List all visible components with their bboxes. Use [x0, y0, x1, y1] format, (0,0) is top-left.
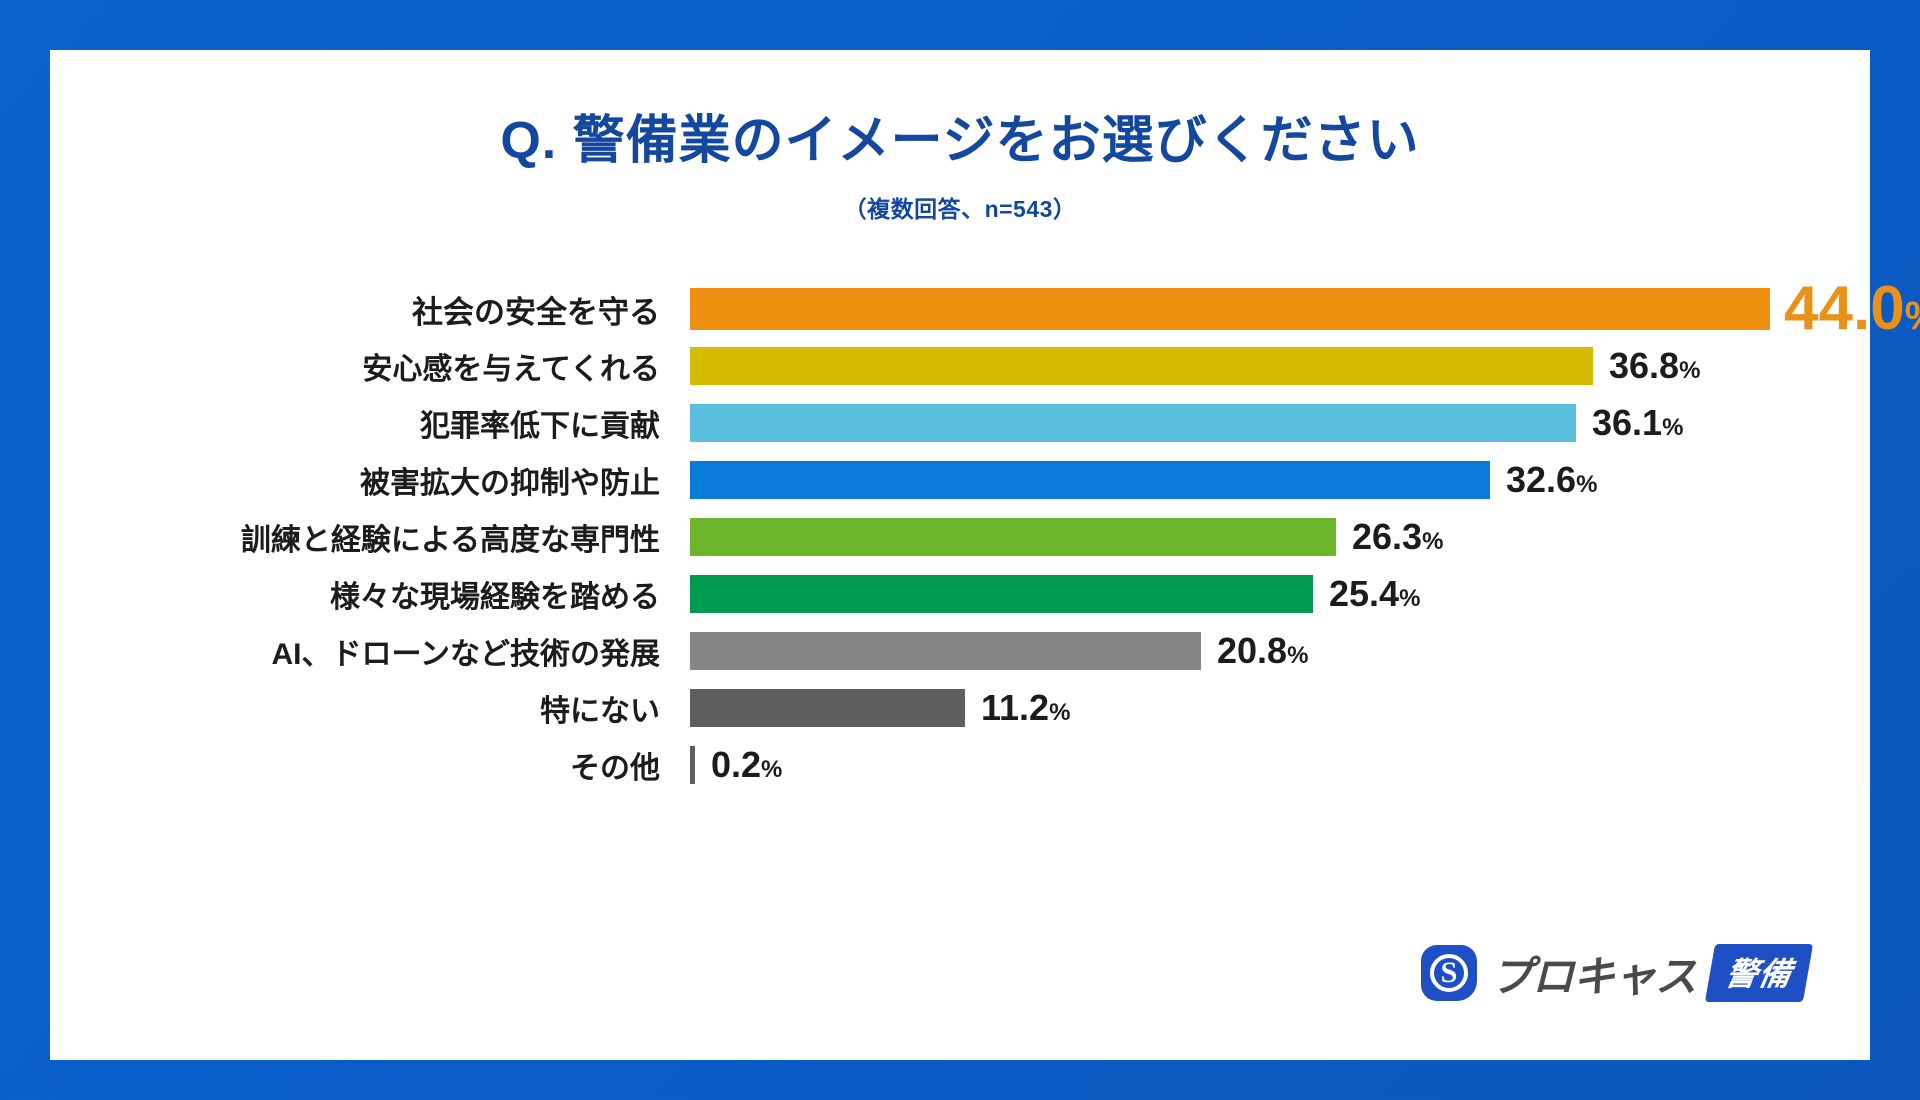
logo-category-badge: 警備	[1704, 944, 1814, 1002]
percent-sign: %	[1905, 294, 1920, 338]
bar-value-label: 36.1%	[1576, 405, 1683, 441]
bar-value-label: 44.0%	[1770, 278, 1920, 340]
slide-panel: Q. 警備業のイメージをお選びください （複数回答、n=543） 社会の安全を守…	[50, 50, 1920, 1060]
bar-row: その他 0.2%	[130, 738, 1790, 792]
bar-row: 様々な現場経験を踏める 25.4%	[130, 567, 1790, 621]
bar	[690, 746, 695, 784]
bar-row: 社会の安全を守る 44.0%	[130, 278, 1920, 340]
bar-row: 訓練と経験による高度な専門性 26.3%	[130, 510, 1790, 564]
logo-brand-name: プロキャス	[1490, 952, 1697, 1000]
bar	[690, 404, 1576, 442]
percent-sign: %	[1399, 585, 1420, 612]
bar-value-label: 20.8%	[1201, 633, 1308, 669]
bar-value-number: 26.3	[1352, 516, 1423, 557]
brand-logo: S プロキャス 警備	[1420, 942, 1814, 1004]
percent-sign: %	[1287, 642, 1308, 669]
bar	[690, 347, 1593, 385]
procas-logo-icon: S	[1420, 945, 1477, 1001]
bar-value-number: 44.0	[1784, 274, 1905, 343]
chart-subtitle: （複数回答、n=543）	[843, 196, 1077, 222]
bar-row: 安心感を与えてくれる 36.8%	[130, 339, 1790, 393]
bar-category-label: 被害拡大の抑制や防止	[360, 467, 660, 500]
bar-value-label: 11.2%	[965, 690, 1070, 726]
bar-track: 44.0%	[690, 278, 1920, 340]
bar-category-label: 社会の安全を守る	[412, 294, 660, 330]
bar-value-label: 0.2%	[695, 747, 782, 783]
percent-sign: %	[1049, 699, 1070, 726]
bar-track: 11.2%	[690, 681, 1790, 735]
bar-value-label: 26.3%	[1336, 519, 1443, 555]
bar-category-label: その他	[570, 752, 660, 785]
bar-category-label: 特にない	[540, 695, 660, 728]
bar-category-label: 安心感を与えてくれる	[362, 353, 660, 386]
horizontal-bar-chart: 社会の安全を守る 44.0% 安心感を与えてくれる 36.8% 犯罪率低下に貢献 36.1…	[130, 278, 1920, 795]
bar-track: 36.8%	[690, 339, 1790, 393]
percent-sign: %	[1422, 528, 1443, 555]
bar-value-number: 25.4	[1329, 573, 1400, 614]
bar	[690, 461, 1490, 499]
percent-sign: %	[761, 756, 782, 783]
bar-category-label: 犯罪率低下に貢献	[420, 410, 660, 443]
bar-value-number: 20.8	[1217, 630, 1288, 671]
percent-sign: %	[1679, 357, 1700, 384]
bar	[690, 288, 1770, 330]
bar-value-label: 32.6%	[1490, 462, 1597, 498]
bar-category-label: 訓練と経験による高度な専門性	[240, 524, 660, 557]
bar-value-number: 36.8	[1609, 345, 1680, 386]
percent-sign: %	[1576, 471, 1597, 498]
bar-value-number: 11.2	[981, 687, 1050, 728]
bar-row: 犯罪率低下に貢献 36.1%	[130, 396, 1790, 450]
bar	[690, 689, 965, 727]
bar-value-number: 0.2	[711, 744, 762, 785]
bar-value-label: 25.4%	[1313, 576, 1420, 612]
percent-sign: %	[1662, 414, 1683, 441]
page-title: Q. 警備業のイメージをお選びください	[500, 112, 1420, 170]
bar-track: 25.4%	[690, 567, 1790, 621]
bar-category-label: AI、ドローンなど技術の発展	[271, 638, 661, 671]
logo-ring-shape	[1429, 954, 1468, 992]
bar	[690, 575, 1313, 613]
bar-track: 26.3%	[690, 510, 1790, 564]
bar-track: 20.8%	[690, 624, 1790, 678]
logo-mark-glyph: S	[1440, 956, 1458, 989]
bar-track: 0.2%	[690, 738, 1790, 792]
bar-track: 32.6%	[690, 453, 1790, 507]
bar	[690, 518, 1336, 556]
bar-value-number: 36.1	[1592, 402, 1663, 443]
bar-category-label: 様々な現場経験を踏める	[330, 581, 660, 614]
bar-row: AI、ドローンなど技術の発展 20.8%	[130, 624, 1790, 678]
bar	[690, 632, 1201, 670]
bar-row: 被害拡大の抑制や防止 32.6%	[130, 453, 1790, 507]
bar-value-label: 36.8%	[1593, 348, 1700, 384]
bar-value-number: 32.6	[1506, 459, 1577, 500]
bar-row: 特にない 11.2%	[130, 681, 1790, 735]
bar-track: 36.1%	[690, 396, 1790, 450]
